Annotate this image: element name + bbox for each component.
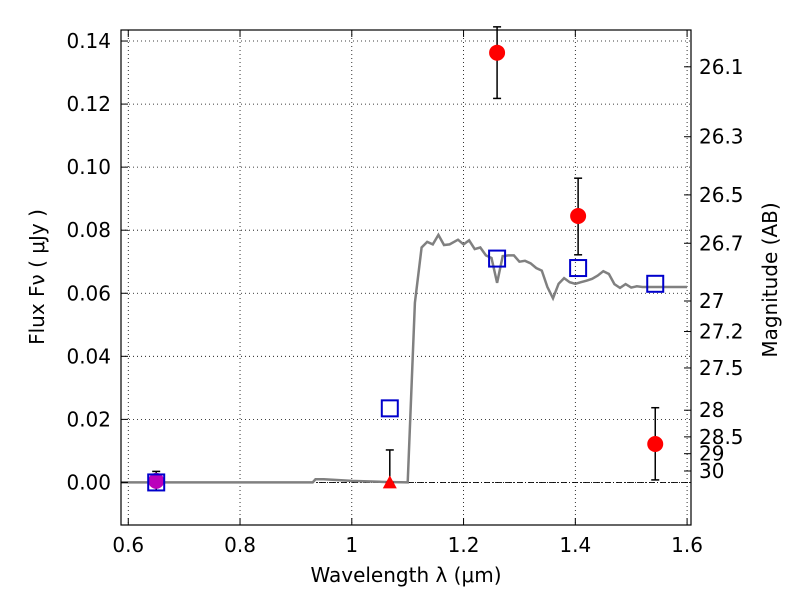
y-axis-label: Flux Fν ( μJy ) <box>25 209 49 345</box>
square-marker <box>380 399 399 418</box>
y2-tick-label: 27.2 <box>699 320 744 344</box>
triangle-marker <box>382 475 397 489</box>
circle-marker <box>647 435 664 452</box>
y2-tick-label: 26.1 <box>699 55 744 79</box>
x-tick-label: 1.6 <box>671 533 703 557</box>
y-tick-label: 0.10 <box>66 155 111 179</box>
y2-tick-label: 28 <box>699 398 724 422</box>
circle-marker <box>148 472 165 489</box>
y2-tick-label: 29 <box>699 442 724 466</box>
y-tick-label: 0.02 <box>66 407 111 431</box>
y-tick-label: 0.00 <box>66 470 111 494</box>
y2-tick-label: 30 <box>699 459 724 483</box>
x-tick-label: 1.4 <box>559 533 591 557</box>
circle-marker <box>570 208 587 225</box>
square-marker <box>569 259 588 278</box>
circle-marker <box>489 44 506 61</box>
ticks <box>121 30 691 525</box>
model-curve <box>121 232 688 484</box>
x-tick-label: 0.6 <box>112 533 144 557</box>
x-tick-label: 0.8 <box>224 533 256 557</box>
y-tick-label: 0.04 <box>66 344 111 368</box>
x-tick-label: 1 <box>345 533 358 557</box>
x-tick-label: 1.2 <box>448 533 480 557</box>
y-tick-label: 0.08 <box>66 218 111 242</box>
y2-tick-label: 26.3 <box>699 125 744 149</box>
square-marker <box>147 473 166 492</box>
plot-frame <box>120 29 692 526</box>
y2-tick-label: 26.7 <box>699 231 744 255</box>
tick-labels: 0.6 0.8 1 1.2 1.4 1.6 0.00 0.02 0.04 0.06 0.08 0.10… <box>66 29 743 557</box>
y2-tick-label: 26.5 <box>699 183 744 207</box>
y-tick-label: 0.12 <box>66 92 111 116</box>
y-tick-label: 0.06 <box>66 281 111 305</box>
square-marker <box>646 274 665 293</box>
y-tick-label: 0.14 <box>66 29 111 53</box>
y2-tick-label: 27 <box>699 289 724 313</box>
square-marker <box>488 249 507 268</box>
y2-axis-label: Magnitude (AB) <box>758 202 782 357</box>
y2-tick-label: 27.5 <box>699 356 744 380</box>
y2-tick-label: 28.5 <box>699 425 744 449</box>
x-axis-label: Wavelength λ (μm) <box>310 563 501 587</box>
data-points <box>147 26 665 492</box>
